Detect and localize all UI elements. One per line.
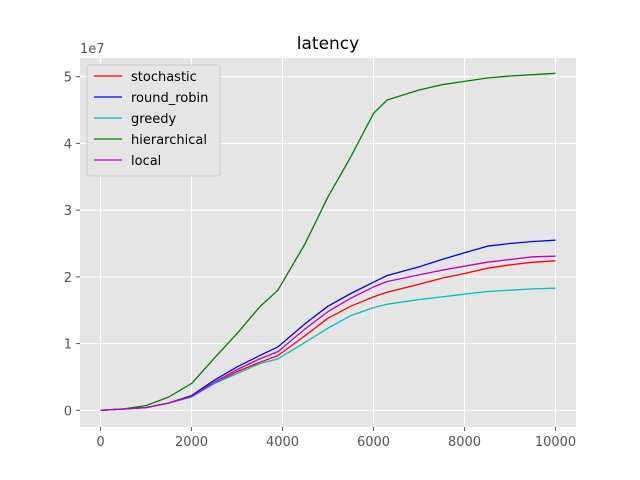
y-scale-label: 1e7 xyxy=(80,42,105,57)
x-tick-label: 6000 xyxy=(357,435,390,450)
series-line-local xyxy=(100,255,556,411)
x-tick-label: 4000 xyxy=(266,435,299,450)
y-tick-label: 3 xyxy=(64,204,72,219)
legend-label-greedy: greedy xyxy=(131,112,177,127)
legend-label-round-robin: round_robin xyxy=(131,91,208,106)
legend-box xyxy=(86,64,221,177)
x-tick-label: 10000 xyxy=(535,435,576,450)
y-tick-label: 0 xyxy=(64,404,72,419)
y-tick-label: 1 xyxy=(64,338,72,353)
series-line-hierarchical xyxy=(100,72,556,411)
series-lines xyxy=(100,72,556,411)
x-tick-label: 8000 xyxy=(448,435,481,450)
y-tick-label: 5 xyxy=(64,71,72,86)
gridlines xyxy=(80,58,576,427)
legend-label-stochastic: stochastic xyxy=(131,70,197,85)
legend-label-hierarchical: hierarchical xyxy=(131,133,207,148)
x-axis-ticks: 0 2000 4000 6000 8000 10000 xyxy=(96,427,576,450)
y-tick-label: 4 xyxy=(64,137,72,152)
chart-title: latency xyxy=(297,34,359,54)
legend-label-local: local xyxy=(131,154,161,169)
y-tick-label: 2 xyxy=(64,271,72,286)
y-axis-ticks: 0 1 2 3 4 5 xyxy=(64,71,80,419)
x-tick-label: 2000 xyxy=(175,435,208,450)
x-tick-label: 0 xyxy=(96,435,104,450)
